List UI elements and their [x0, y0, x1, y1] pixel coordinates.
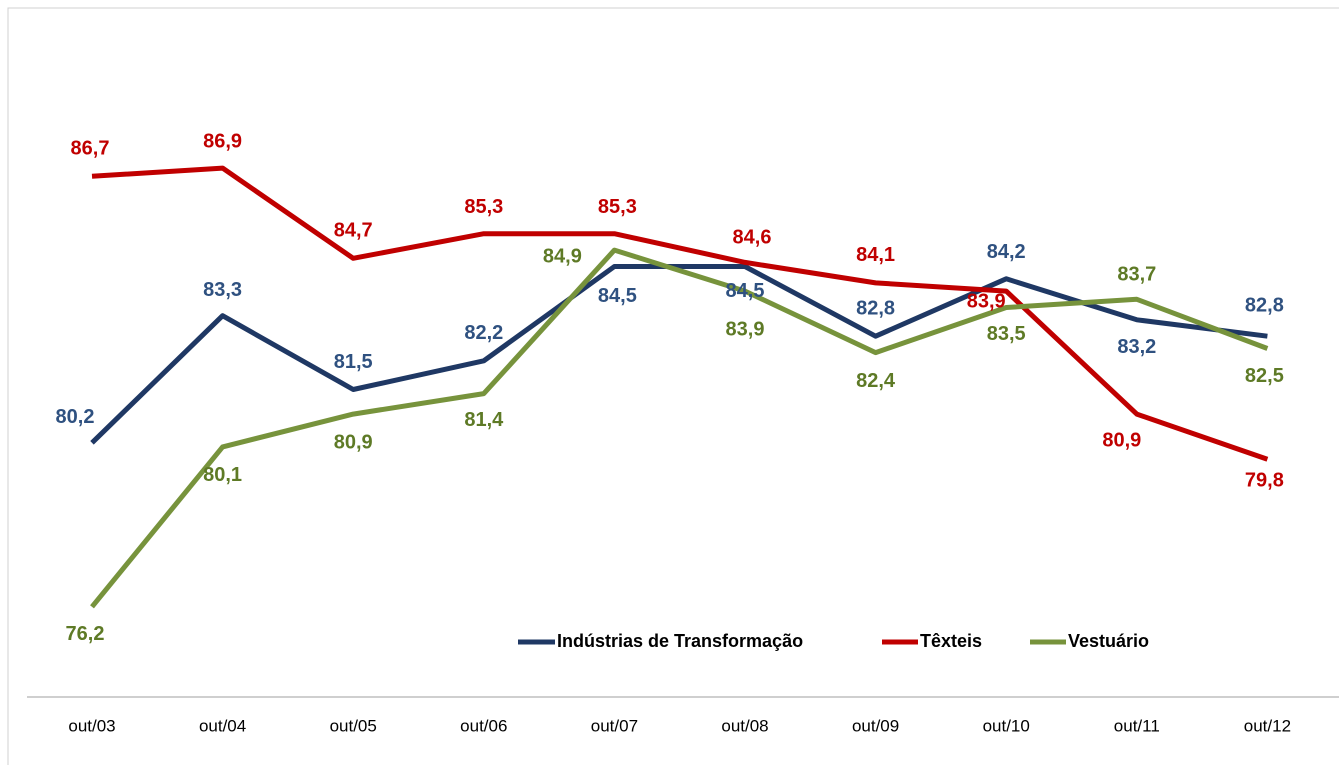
data-label: 79,8 [1245, 469, 1284, 491]
data-label: 83,3 [203, 279, 242, 301]
x-tick-label: out/10 [983, 716, 1030, 735]
data-label: 81,5 [334, 351, 373, 373]
data-label: 83,7 [1117, 264, 1156, 286]
data-label: 84,1 [856, 244, 895, 266]
series-line [91, 165, 1269, 462]
legend-label: Indústrias de Transformação [557, 631, 803, 651]
data-label: 82,5 [1245, 365, 1284, 387]
x-tick-label: out/08 [721, 716, 768, 735]
data-label: 80,9 [334, 431, 373, 453]
data-label: 83,2 [1117, 336, 1156, 358]
x-tick-label: out/07 [591, 716, 638, 735]
data-label: 84,2 [987, 241, 1026, 263]
x-tick-label: out/05 [330, 716, 377, 735]
data-label: 80,9 [1102, 429, 1141, 451]
data-label: 86,9 [203, 130, 242, 152]
series-line [90, 264, 1268, 445]
legend-label: Vestuário [1068, 631, 1149, 651]
data-label: 84,5 [598, 285, 637, 307]
x-tick-label: out/11 [1114, 716, 1160, 735]
x-tick-label: out/06 [460, 716, 507, 735]
data-label: 84,5 [726, 280, 765, 302]
data-label: 86,7 [71, 138, 110, 160]
data-label: 80,1 [203, 464, 242, 486]
data-label: 83,5 [987, 323, 1026, 345]
data-label: 82,4 [856, 370, 896, 392]
data-label: 83,9 [967, 290, 1006, 312]
data-label: 84,7 [334, 220, 373, 242]
data-label: 84,9 [543, 245, 582, 267]
series-line [90, 247, 1269, 609]
x-tick-label: out/12 [1244, 716, 1291, 735]
x-tick-label: out/04 [199, 716, 246, 735]
data-label: 84,6 [733, 227, 772, 249]
data-label: 82,8 [856, 297, 895, 319]
data-label: 83,9 [726, 318, 765, 340]
data-label: 85,3 [598, 196, 637, 218]
data-label: 85,3 [464, 196, 503, 218]
data-label: 82,2 [464, 322, 503, 344]
legend-label: Têxteis [920, 631, 982, 651]
data-label: 80,2 [56, 406, 95, 428]
x-tick-label: out/09 [852, 716, 899, 735]
data-label: 82,8 [1245, 294, 1284, 316]
data-label: 81,4 [464, 409, 504, 431]
x-tick-label: out/03 [68, 716, 115, 735]
data-label: 76,2 [66, 623, 105, 645]
chart-frame [7, 7, 1339, 765]
